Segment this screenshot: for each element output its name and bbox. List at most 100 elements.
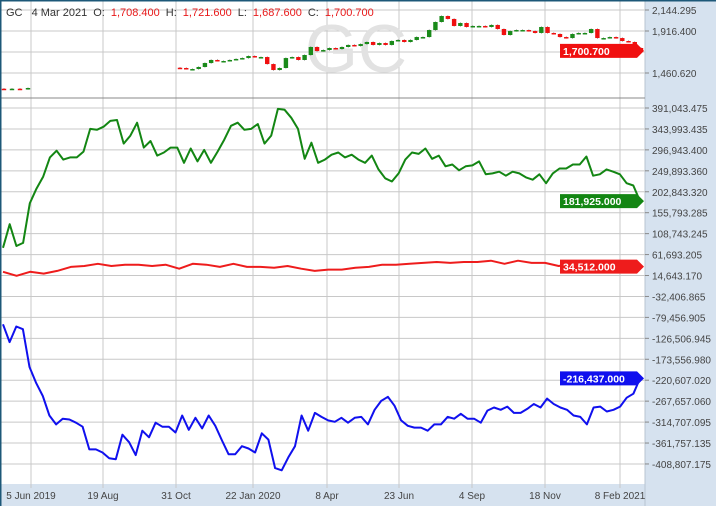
last-value-tag-blue-text: -216,437.000 <box>563 373 625 385</box>
candle-body <box>283 58 289 68</box>
series-line-blue <box>2 323 641 472</box>
candle-body <box>489 24 494 27</box>
candle-body <box>445 16 451 19</box>
candle-body <box>532 31 538 33</box>
value-tick-label: -173,556.980 <box>652 355 711 366</box>
value-tick-label: 249,893.360 <box>652 167 708 178</box>
last-price-tag-text: 1,700.700 <box>563 46 610 58</box>
candle-body <box>383 43 388 45</box>
date-tick-label: 22 Jan 2020 <box>225 491 280 502</box>
candle-body <box>426 30 432 38</box>
candle-body <box>539 26 544 33</box>
open-value: 1,708.400 <box>110 7 160 19</box>
date-tick-label: 31 Oct <box>161 491 191 502</box>
candle-body <box>271 64 276 71</box>
candle-body <box>258 57 264 59</box>
candle-body <box>252 56 257 58</box>
last-price-tag-shape <box>560 43 644 58</box>
value-tick-label: -361,757.135 <box>652 439 711 450</box>
candle-body <box>507 31 513 36</box>
candle-body <box>389 40 395 45</box>
candle-body <box>420 37 426 39</box>
candle-body <box>346 44 351 47</box>
last-value-tag-red-shape <box>560 259 644 274</box>
candle-body <box>265 57 270 65</box>
value-tick-label: -314,707.095 <box>652 418 711 429</box>
candle-body <box>626 40 631 43</box>
candle-body <box>464 23 469 27</box>
date-tick-label: 8 Feb 2021 <box>595 491 646 502</box>
close-label: C: <box>307 7 319 19</box>
close-value: 1,700.700 <box>324 7 374 19</box>
series-line-red <box>2 259 641 277</box>
value-tick-label: 14,643.170 <box>652 272 702 283</box>
last-value-tag-red: 34,512.000 <box>560 259 644 274</box>
candle-body <box>377 43 382 45</box>
candle-body <box>221 60 226 63</box>
candle-body <box>395 39 401 42</box>
candle-body <box>314 46 320 52</box>
value-tick-label: -32,406.865 <box>652 292 706 303</box>
candle-body <box>601 38 606 40</box>
price-tick-label: 2,144.295 <box>652 6 697 17</box>
candle-body <box>17 88 23 91</box>
last-price-tag: 1,700.700 <box>560 43 644 58</box>
candle-body <box>208 59 214 64</box>
candle-body <box>177 67 183 70</box>
symbol-label: GC <box>6 7 23 19</box>
candle-body <box>25 87 31 90</box>
candle-body <box>215 59 220 62</box>
candle-body <box>370 42 376 45</box>
last-value-tag-blue-shape <box>560 371 644 386</box>
candle-body <box>414 37 419 40</box>
candle-body <box>595 29 600 39</box>
candle-body <box>277 67 282 71</box>
value-tick-label: 343,993.435 <box>652 125 708 136</box>
candle-body <box>557 33 563 38</box>
value-tick-label: 61,693.205 <box>652 251 702 262</box>
date-axis-panel <box>0 484 645 506</box>
date-tick-label: 8 Apr <box>315 491 339 502</box>
candle-body <box>607 37 613 39</box>
date-tick-label: 18 Nov <box>529 491 561 502</box>
high-value: 1,721.600 <box>182 7 232 19</box>
series-line-green <box>2 107 641 249</box>
candle-body <box>9 88 15 91</box>
value-tick-label: -126,506.945 <box>652 334 711 345</box>
value-tick-label: -267,657.060 <box>652 397 711 408</box>
candle-body <box>352 44 357 47</box>
candle-body <box>196 66 201 70</box>
candle-body <box>501 29 507 36</box>
value-tick-label: 155,793.285 <box>652 209 708 220</box>
candle-body <box>190 69 195 71</box>
candle-body <box>582 32 588 35</box>
high-label: H: <box>165 7 177 19</box>
value-tick-label: 296,943.400 <box>652 146 708 157</box>
candle-body <box>321 50 326 52</box>
last-value-tag-red-text: 34,512.000 <box>563 262 616 274</box>
value-tick-label: -408,807.175 <box>652 460 711 471</box>
value-tick-label: -79,456.905 <box>652 313 706 324</box>
candle-body <box>483 25 488 28</box>
candle-body <box>570 33 575 39</box>
date-tick-label: 23 Jun <box>384 491 414 502</box>
bar-date: 4 Mar 2021 <box>31 7 88 19</box>
candle-body <box>1 88 7 91</box>
last-value-tag-green-text: 181,925.000 <box>563 196 622 208</box>
candle-body <box>408 39 413 43</box>
candle-body <box>289 57 295 59</box>
candle-body <box>402 39 407 43</box>
candle-body <box>227 59 233 62</box>
candle-body <box>240 58 245 60</box>
candle-body <box>451 18 457 26</box>
date-tick-label: 19 Aug <box>87 491 118 502</box>
last-value-tag-green: 181,925.000 <box>560 194 644 209</box>
candle-body <box>339 46 345 50</box>
open-label: O: <box>93 7 105 19</box>
candle-body <box>520 30 525 32</box>
candle-body <box>588 29 594 33</box>
candle-body <box>327 47 332 51</box>
candle-body <box>564 37 569 39</box>
